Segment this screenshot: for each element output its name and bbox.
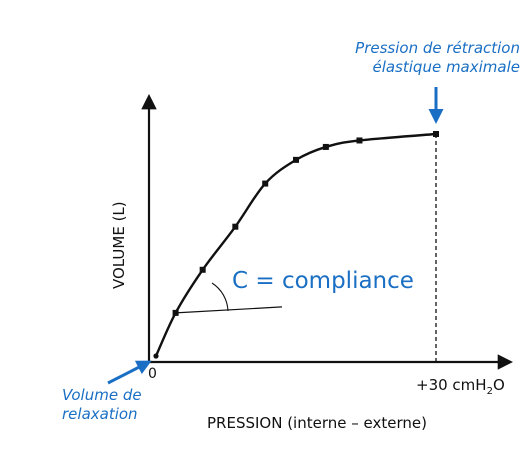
relaxation-volume-annotation-line-1: Volume de xyxy=(62,386,142,404)
x-tick-label-max-suffix: O xyxy=(492,376,505,394)
relaxation-volume-annotation-line-2: relaxation xyxy=(62,405,138,423)
data-point-5 xyxy=(293,156,299,163)
relaxation-volume-annotation: Volume de relaxation xyxy=(62,386,192,424)
pressure-volume-curve xyxy=(154,132,437,357)
data-point-2 xyxy=(199,266,206,273)
data-point-origin xyxy=(153,353,159,359)
x-tick-label-max-prefix: +30 cmH xyxy=(416,376,487,394)
compliance-reference-line xyxy=(175,306,283,314)
x-tick-label-max: +30 cmH2O xyxy=(416,376,505,397)
x-tick-label-max-subscript: 2 xyxy=(486,386,493,397)
relaxation-volume-arrow xyxy=(107,360,152,385)
compliance-angle-arc xyxy=(211,282,229,312)
x-tick-label-origin: 0 xyxy=(148,366,157,382)
y-axis-label: VOLUME (L) xyxy=(110,201,128,289)
plot-area xyxy=(107,87,444,385)
data-point-3 xyxy=(232,223,239,230)
axes xyxy=(141,93,514,370)
data-point-7 xyxy=(356,137,363,144)
max-recoil-annotation-line-1: Pression de rétraction xyxy=(355,39,520,57)
compliance-label: C = compliance xyxy=(232,268,414,294)
max-recoil-annotation-line-2: élastique maximale xyxy=(372,58,520,76)
x-axis-label: PRESSION (interne – externe) xyxy=(207,414,427,432)
data-point-4 xyxy=(262,180,269,187)
max-recoil-annotation: Pression de rétraction élastique maximal… xyxy=(330,39,520,77)
data-point-8 xyxy=(433,131,439,137)
data-point-6 xyxy=(322,143,329,150)
